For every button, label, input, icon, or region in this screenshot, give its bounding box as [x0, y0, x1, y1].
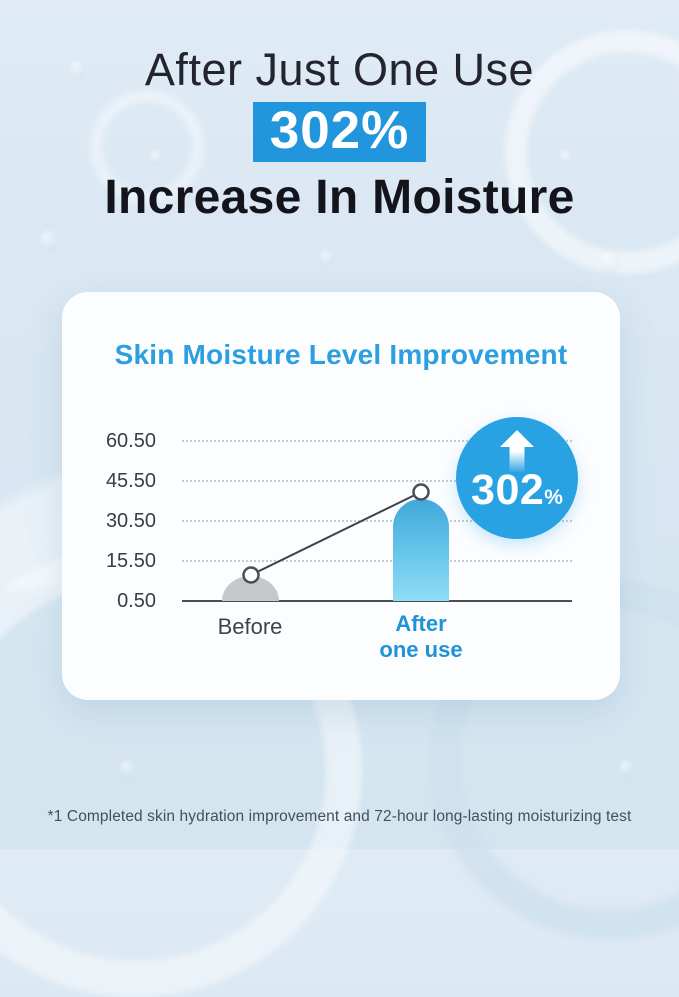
- badge-percent-sign: %: [544, 486, 563, 509]
- header: After Just One Use 302% Increase In Mois…: [0, 0, 679, 225]
- header-line2: Increase In Moisture: [104, 171, 575, 225]
- y-tick-label: 15.50: [105, 550, 156, 572]
- header-line1: After Just One Use: [144, 44, 535, 95]
- x-label-after-line1: After: [395, 611, 447, 636]
- gridline: [182, 440, 572, 442]
- x-label-after: After one use: [351, 611, 491, 663]
- after-bar: [393, 499, 449, 601]
- x-axis-baseline: [182, 600, 572, 602]
- after-point-marker: [412, 483, 430, 501]
- badge-number: 302: [471, 466, 545, 514]
- chart-card: Skin Moisture Level Improvement 60.50 45…: [62, 292, 620, 700]
- water-droplet-decoration: [620, 760, 634, 777]
- water-droplet-decoration: [40, 230, 58, 252]
- increase-badge: 302%: [456, 417, 578, 539]
- water-droplet-decoration: [120, 760, 136, 779]
- footnote: *1 Completed skin hydration improvement …: [47, 808, 632, 825]
- y-tick-label: 45.50: [105, 470, 156, 492]
- y-tick-label: 60.50: [105, 430, 156, 452]
- gridline: [182, 560, 572, 562]
- y-tick-label: 0.50: [117, 590, 156, 612]
- y-tick-label: 30.50: [105, 510, 156, 532]
- header-highlight-percentage: 302%: [252, 101, 427, 163]
- before-bar: [222, 576, 279, 601]
- gridline: [182, 480, 572, 482]
- up-arrow-icon: [500, 430, 534, 472]
- water-droplet-decoration: [320, 250, 334, 267]
- badge-value: 302%: [471, 466, 563, 522]
- chart-title: Skin Moisture Level Improvement: [114, 339, 568, 370]
- x-label-after-line2: one use: [379, 637, 463, 662]
- water-droplet-decoration: [600, 250, 620, 274]
- x-label-before: Before: [217, 614, 283, 639]
